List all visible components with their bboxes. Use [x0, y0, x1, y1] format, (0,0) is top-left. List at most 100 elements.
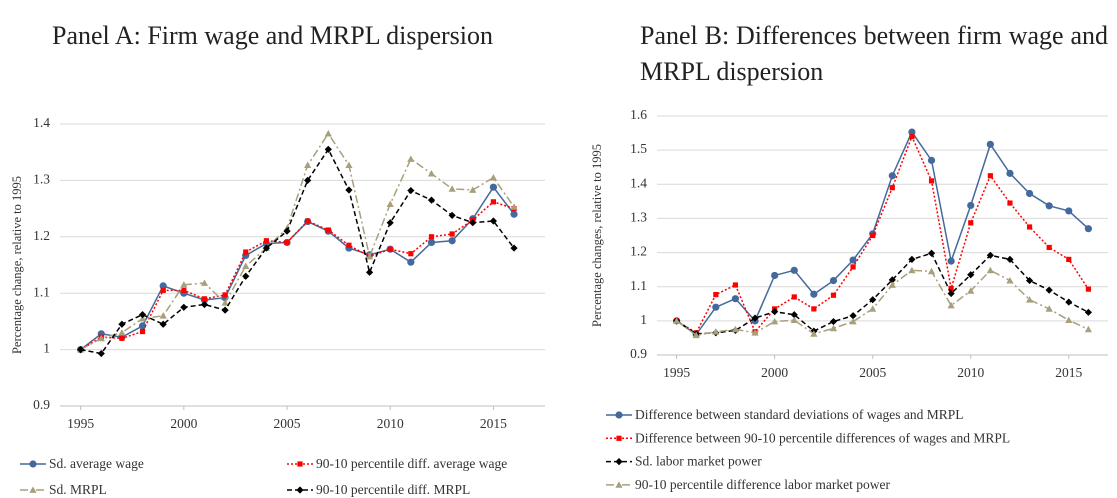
marker	[849, 317, 857, 325]
marker	[448, 237, 456, 245]
marker	[888, 172, 896, 180]
marker	[160, 287, 166, 293]
marker	[243, 249, 249, 255]
marker	[407, 186, 415, 195]
marker	[673, 317, 681, 324]
marker	[510, 210, 518, 218]
marker	[469, 186, 477, 193]
marker	[1084, 225, 1092, 233]
marker	[97, 334, 105, 342]
marker	[97, 349, 105, 358]
y-tick-label: 1.4	[33, 115, 50, 130]
x-tick-label: 1995	[67, 416, 94, 431]
marker	[119, 335, 125, 341]
marker	[324, 129, 332, 137]
marker	[751, 329, 759, 336]
marker	[407, 155, 415, 162]
marker	[830, 292, 837, 298]
marker	[790, 311, 798, 319]
y-tick-label: 1.6	[630, 107, 647, 122]
marker	[428, 234, 435, 240]
marker	[771, 271, 779, 280]
marker	[771, 308, 779, 316]
marker	[1045, 305, 1053, 312]
marker	[810, 290, 818, 298]
y-axis-label: Percentage change, relative to 1995	[10, 176, 24, 354]
x-tick-label: 2000	[170, 416, 197, 431]
marker	[947, 301, 955, 309]
marker	[790, 266, 798, 274]
marker	[1045, 286, 1053, 294]
legend-item: Sd. average wage	[20, 456, 144, 471]
marker	[1006, 276, 1014, 284]
marker	[849, 312, 857, 320]
legend-item: 90-10 percentile difference labor market…	[606, 477, 891, 492]
marker	[284, 239, 290, 246]
marker	[365, 252, 374, 260]
marker	[731, 325, 740, 333]
marker	[968, 220, 974, 226]
marker	[908, 266, 916, 274]
marker	[221, 299, 229, 306]
marker	[1006, 255, 1014, 263]
marker	[283, 227, 291, 235]
marker	[242, 272, 250, 280]
marker	[712, 328, 720, 335]
marker	[159, 320, 167, 328]
x-tick-label: 2000	[761, 365, 788, 380]
marker	[324, 145, 332, 153]
marker	[1025, 189, 1034, 198]
marker	[345, 161, 353, 169]
marker	[386, 219, 394, 227]
marker	[1084, 325, 1092, 333]
marker	[850, 264, 856, 270]
y-tick-label: 1	[640, 312, 647, 327]
marker	[200, 300, 209, 309]
legend-marker	[616, 435, 622, 441]
marker	[181, 287, 187, 293]
marker	[771, 317, 779, 325]
marker	[159, 282, 167, 290]
marker	[849, 256, 857, 264]
marker	[869, 296, 877, 304]
marker	[1025, 296, 1034, 303]
legend-item: Difference between standard deviations o…	[606, 407, 964, 422]
marker	[138, 322, 147, 330]
marker	[118, 320, 126, 328]
panel-b-title: Panel B: Differences between firm wage a…	[640, 21, 1108, 86]
x-tick-label: 2005	[859, 365, 886, 380]
marker	[489, 173, 498, 181]
marker	[77, 346, 85, 354]
legend-label: Difference between 90-10 percentile diff…	[635, 430, 1010, 445]
marker	[1045, 202, 1053, 210]
marker	[304, 161, 312, 169]
series-line	[676, 130, 1089, 336]
marker	[221, 306, 229, 314]
marker	[731, 295, 740, 303]
marker	[967, 287, 975, 294]
y-tick-label: 1.2	[630, 244, 647, 259]
marker	[1065, 207, 1073, 215]
marker	[1046, 244, 1052, 251]
marker	[987, 173, 993, 179]
marker	[304, 176, 312, 184]
marker	[449, 231, 455, 237]
marker	[180, 303, 188, 311]
marker	[427, 170, 436, 177]
legend-label: Sd. average wage	[49, 456, 144, 471]
marker	[263, 238, 269, 244]
marker	[489, 217, 498, 225]
x-tick-label: 2010	[377, 416, 404, 431]
legend-item: Sd. labor market power	[606, 454, 762, 469]
marker	[967, 271, 975, 279]
marker	[427, 238, 436, 247]
series-line	[676, 134, 1090, 334]
marker	[139, 328, 146, 335]
marker	[1026, 224, 1033, 230]
marker	[1084, 308, 1092, 316]
marker	[242, 262, 250, 270]
marker	[1085, 286, 1091, 292]
marker	[927, 249, 936, 257]
marker	[810, 330, 818, 337]
